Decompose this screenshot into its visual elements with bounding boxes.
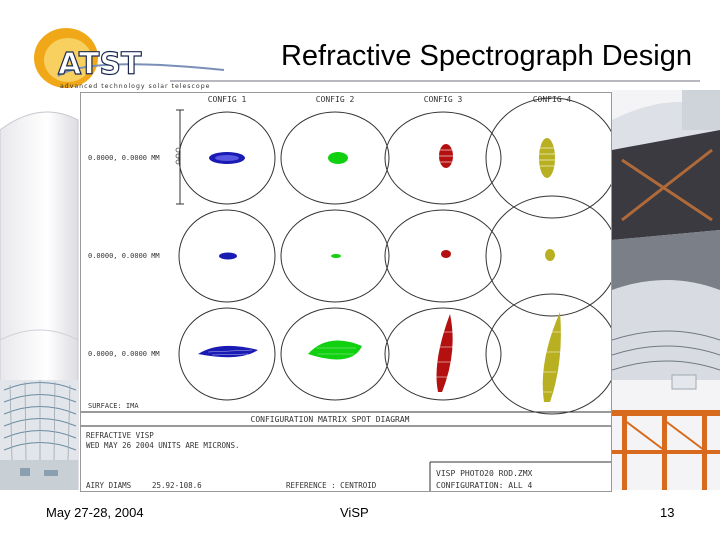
file-name: VISP PHOTO20 ROD.ZMX [436,469,533,478]
reference-label: REFERENCE : CENTROID [286,481,377,490]
field-label-3: 0.0000, 0.0000 MM [88,350,160,358]
panel-title: CONFIGURATION MATRIX SPOT DIAGRAM [251,415,410,424]
config-label-1: CONFIG 1 [208,95,247,104]
footer-date: May 27-28, 2004 [46,505,144,520]
telescope-background-image [612,90,720,490]
spot-r2-c1 [219,252,237,260]
spots-row-3 [198,312,564,402]
config-label-3: CONFIG 3 [424,95,463,104]
spot-r1-c4 [539,138,555,178]
surface-label: SURFACE: IMA [88,402,139,410]
airy-values: 25.92-108.6 [152,481,202,490]
dome-background-image [0,111,79,490]
spot-r3-c2 [308,340,362,360]
airy-label: AIRY DIAMS [86,481,132,490]
spot-diagram-panel: CONFIG 1 CONFIG 2 CONFIG 3 CONFIG 4 0.00… [80,92,612,492]
spots-row-2 [219,249,555,261]
configuration-label: CONFIGURATION: ALL 4 [436,481,533,490]
footer-project: ViSP [340,505,369,520]
spot-r3-c3 [436,314,453,392]
logo-tagline: advanced technology solar telescope [60,83,210,90]
title-divider [170,80,700,82]
info-line-2: WED MAY 26 2004 UNITS ARE MICRONS. [86,441,240,450]
info-line-1: REFRACTIVE VISP [86,431,154,440]
field-label-2: 0.0000, 0.0000 MM [88,252,160,260]
spots-row-1 [209,138,555,178]
page-number: 13 [660,505,675,520]
spot-r2-c2 [331,254,341,258]
logo-wordmark: ATST [58,47,142,82]
slide-title: Refractive Spectrograph Design [280,40,692,72]
airy-circles [178,97,612,415]
atst-logo: ATST advanced technology solar telescope [34,28,225,90]
field-label-1: 0.0000, 0.0000 MM [88,154,160,162]
spot-r2-c3 [441,250,451,258]
spot-r1-c2 [328,152,348,164]
config-label-2: CONFIG 2 [316,95,355,104]
spot-r3-c4 [542,312,561,402]
config-label-4: CONFIG 4 [533,95,572,104]
spot-r2-c4 [545,249,555,261]
